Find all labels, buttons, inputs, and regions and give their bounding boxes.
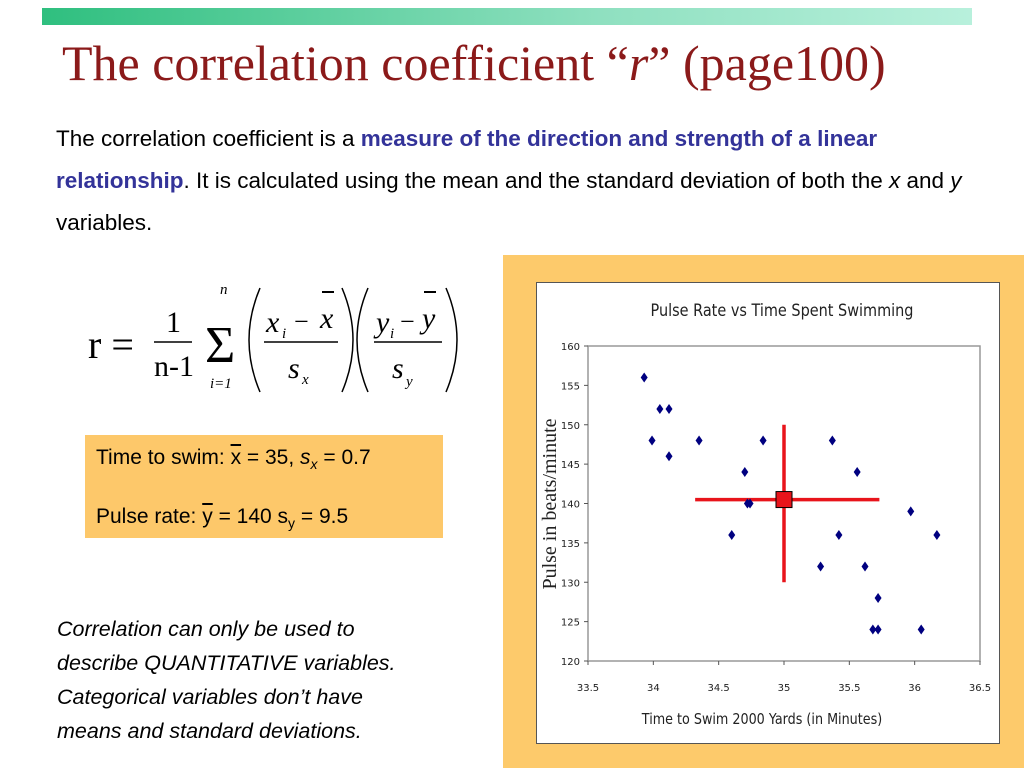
data-point	[907, 506, 915, 517]
body-var-x: x	[889, 168, 901, 193]
mean-value: = 35,	[241, 446, 301, 469]
sigma-icon: Σ	[205, 317, 235, 374]
sub-x: x	[301, 372, 309, 388]
sub-i: i	[282, 326, 286, 342]
y-tick-label: 145	[561, 460, 580, 471]
slide-title: The correlation coefficient “r” (page100…	[62, 34, 886, 92]
y-tick-label: 125	[561, 618, 580, 629]
y-tick-label: 120	[561, 657, 580, 668]
data-point	[640, 372, 648, 383]
sd-value: = 9.5	[295, 505, 349, 528]
data-point	[648, 435, 656, 446]
data-point	[861, 561, 869, 572]
formula-r: r =	[88, 322, 134, 367]
chart-title: Pulse Rate vs Time Spent Swimming	[651, 300, 914, 320]
label: Pulse rate:	[96, 505, 203, 528]
y-bar: y	[419, 302, 436, 335]
note-paragraph: Correlation can only be used to describe…	[57, 612, 396, 748]
data-point	[869, 624, 877, 635]
data-point	[746, 498, 754, 509]
y-tick-label: 140	[561, 500, 580, 511]
data-point	[665, 404, 673, 414]
body-var-y: y	[950, 168, 962, 193]
title-text-end: ” (page100)	[648, 35, 886, 91]
correlation-formula: r = 1 n-1 n Σ i=1 x i − x s x y i − y s …	[88, 282, 458, 393]
minus: −	[400, 307, 415, 336]
swim-stats: Time to swim: x = 35, sx = 0.7	[96, 446, 371, 472]
data-point	[741, 467, 749, 477]
body-text: and	[900, 168, 951, 193]
y-i: y	[373, 306, 390, 339]
minus: −	[294, 307, 309, 336]
formula-denominator: n-1	[154, 350, 194, 383]
note-line: Correlation can only be used to	[57, 617, 355, 641]
body-highlight: measure of the direction and strength of…	[56, 126, 878, 193]
body-text: The correlation coefficient is a	[56, 126, 361, 151]
note-line: describe QUANTITATIVE variables.	[57, 651, 396, 675]
data-point	[665, 451, 673, 462]
title-text: The correlation coefficient “	[62, 35, 629, 91]
y-axis-label: Pulse in beats/minute	[539, 418, 561, 589]
sub-i: i	[390, 326, 394, 342]
data-point	[933, 530, 941, 540]
summary-stats-box: Time to swim: x = 35, sx = 0.7 Pulse rat…	[85, 435, 443, 538]
y-tick-label: 155	[561, 381, 580, 392]
sum-lower: i=1	[210, 376, 232, 392]
sd-value: = 0.7	[317, 446, 371, 469]
pulse-stats: Pulse rate: y = 140 sy = 9.5	[96, 505, 348, 531]
data-point	[874, 593, 882, 603]
x-tick-label: 36.5	[969, 683, 991, 694]
mean-point	[775, 491, 793, 509]
subscript: x	[310, 456, 318, 473]
data-point	[835, 530, 843, 540]
body-text: variables.	[56, 210, 153, 235]
data-point	[853, 467, 861, 477]
data-point	[874, 624, 882, 635]
data-point	[695, 435, 703, 446]
data-point	[728, 530, 736, 540]
y-bar: y	[202, 505, 213, 528]
data-point	[817, 561, 825, 572]
x-axis-label: Time to Swim 2000 Yards (in Minutes)	[641, 711, 882, 728]
s-x: s	[288, 352, 300, 385]
formula-numerator: 1	[166, 306, 181, 339]
title-variable: r	[628, 35, 649, 91]
x-bar: x	[319, 302, 334, 335]
x-tick-label: 36	[908, 683, 921, 694]
s-y: s	[392, 352, 404, 385]
label: Time to swim:	[96, 446, 231, 469]
sum-upper: n	[220, 282, 228, 298]
y-tick-label: 130	[561, 578, 580, 589]
s-symbol: s	[300, 446, 311, 469]
y-tick-label: 135	[561, 539, 580, 550]
x-tick-label: 34.5	[708, 683, 730, 694]
x-tick-label: 35	[778, 683, 791, 694]
y-tick-label: 150	[561, 421, 580, 432]
data-point	[828, 435, 836, 446]
title-accent-bar	[42, 8, 972, 25]
x-i: x	[265, 306, 280, 339]
x-bar: x	[230, 446, 242, 469]
data-point	[917, 624, 925, 635]
chart-frame	[536, 282, 1000, 744]
x-tick-label: 33.5	[577, 683, 599, 694]
intro-paragraph: The correlation coefficient is a measure…	[56, 118, 966, 244]
body-text: . It is calculated using the mean and th…	[183, 168, 889, 193]
y-tick-label: 160	[561, 342, 580, 353]
mean-value: = 140 s	[212, 505, 289, 528]
sub-y: y	[404, 374, 413, 390]
note-line: Categorical variables don’t have	[57, 685, 363, 709]
x-tick-label: 34	[647, 683, 660, 694]
subscript: y	[288, 515, 296, 532]
data-point	[759, 435, 767, 446]
x-tick-label: 35.5	[838, 683, 860, 694]
note-line: means and standard deviations.	[57, 719, 362, 743]
data-point	[656, 404, 664, 414]
